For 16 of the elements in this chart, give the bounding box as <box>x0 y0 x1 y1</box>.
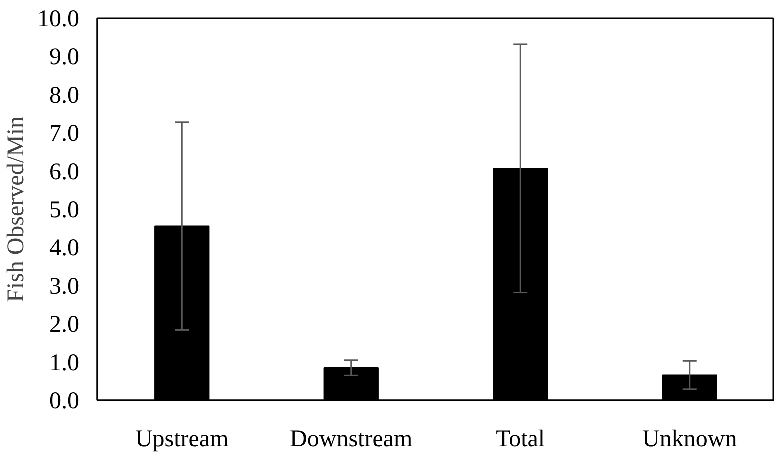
y-tick-label: 5.0 <box>50 198 80 224</box>
x-tick-label: Upstream <box>135 426 230 452</box>
y-axis-title: Fish Observed/Min <box>4 116 30 302</box>
x-tick-label: Unknown <box>642 426 738 452</box>
y-tick-label: 4.0 <box>50 236 80 262</box>
y-tick-label: 10.0 <box>38 6 80 32</box>
y-tick-label: 3.0 <box>50 274 80 300</box>
y-tick-label: 7.0 <box>50 121 80 148</box>
y-tick-label: 1.0 <box>50 350 80 376</box>
y-tick-label: 6.0 <box>50 159 80 186</box>
y-tick-label: 8.0 <box>50 82 80 109</box>
y-tick-label: 9.0 <box>50 44 80 71</box>
y-tick-label: 2.0 <box>50 312 80 338</box>
x-tick-label: Total <box>496 426 546 452</box>
y-tick-label: 0.0 <box>50 388 80 414</box>
x-tick-label: Downstream <box>290 426 414 452</box>
